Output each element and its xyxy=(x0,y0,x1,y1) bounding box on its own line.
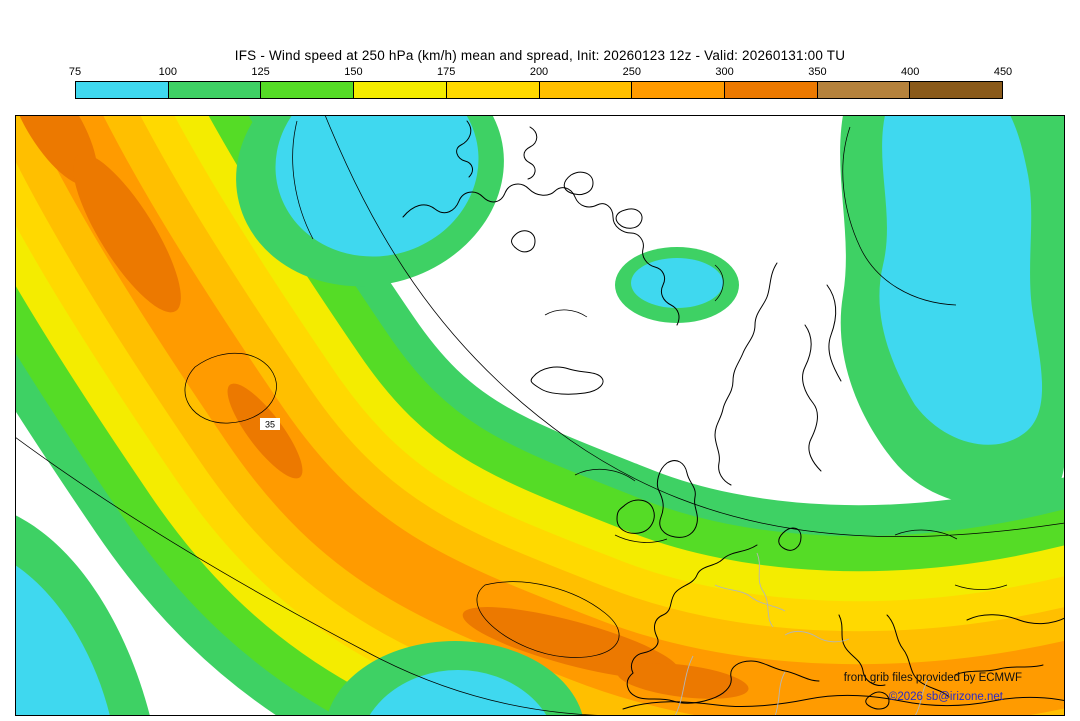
coast-norway xyxy=(714,262,778,486)
coast-denmark xyxy=(778,527,802,551)
coast-arctic-4 xyxy=(615,208,643,229)
country-borders xyxy=(674,552,930,716)
coast-arctic-1 xyxy=(456,120,473,178)
colorbar-segment-175-200 xyxy=(445,82,539,98)
light-wind-regions xyxy=(15,115,1065,716)
colorbar-tick-label: 75 xyxy=(68,66,82,78)
colorbar-gradient xyxy=(75,81,1003,99)
coast-arctic-5 xyxy=(511,230,536,253)
coast-north-africa xyxy=(622,694,1065,710)
colorbar-tick-label: 400 xyxy=(901,66,920,78)
colorbar-tick-label: 150 xyxy=(344,66,363,78)
coast-iberia-med xyxy=(626,660,820,704)
coastlines xyxy=(402,120,1065,710)
credits-source: from grib files provided by ECMWF xyxy=(844,672,1022,684)
colorbar-tick-label: 300 xyxy=(715,66,734,78)
colorbar-segment-250-300 xyxy=(631,82,724,98)
contour-label-box xyxy=(260,418,280,430)
coast-arctic-2 xyxy=(523,126,538,180)
contour-value-label: 35 xyxy=(260,418,280,430)
colorbar: 75 100 125 150 175 200 250 300 350 400 450 xyxy=(69,66,1012,99)
coast-west-europe xyxy=(630,544,758,674)
colorbar-segment-75-100 xyxy=(76,82,168,98)
coast-black-sea xyxy=(966,614,1065,625)
colorbar-segment-125-150 xyxy=(260,82,354,98)
colorbar-segment-300-350 xyxy=(723,82,817,98)
page-title: IFS - Wind speed at 250 hPa (km/h) mean … xyxy=(234,48,846,63)
colorbar-segment-400-450 xyxy=(909,82,1003,98)
coast-baltic xyxy=(802,324,822,472)
coast-turkey xyxy=(954,664,1044,676)
coast-great-britain xyxy=(656,460,698,538)
colorbar-tick-label: 350 xyxy=(808,66,827,78)
coast-arctic-3 xyxy=(563,171,594,196)
coast-sicily xyxy=(865,691,890,710)
coast-italy xyxy=(838,614,886,686)
contour-label-text: 35 xyxy=(265,420,275,430)
weather-map: 35 from grib files provided by ECMWF ©20… xyxy=(15,115,1065,716)
colorbar-tick-label: 200 xyxy=(529,66,549,78)
coast-greenland xyxy=(402,183,680,326)
weather-map-svg: 35 from grib files provided by ECMWF ©20… xyxy=(15,115,1065,716)
colorbar-tick-label: 175 xyxy=(437,66,456,78)
colorbar-segment-150-175 xyxy=(353,82,446,98)
jet-core-maxima xyxy=(15,115,749,699)
colorbar-tick-label: 100 xyxy=(158,66,177,78)
colorbar-tick-label: 450 xyxy=(993,66,1013,78)
colorbar-segment-100-125 xyxy=(167,82,261,98)
colorbar-tick-label: 250 xyxy=(622,66,641,78)
coast-balkans xyxy=(886,614,950,698)
colorbar-tick-label: 125 xyxy=(251,66,270,78)
spread-contours xyxy=(15,115,1065,716)
colorbar-segment-350-400 xyxy=(816,82,910,98)
coast-iceland xyxy=(530,366,604,395)
coast-ireland xyxy=(616,499,655,534)
coast-bothnia xyxy=(826,284,842,382)
credits-copyright: ©2026 sb@irizone.net xyxy=(889,691,1004,703)
colorbar-segment-200-250 xyxy=(538,82,632,98)
map-border xyxy=(15,115,1065,716)
colorbar-tick-labels: 75 100 125 150 175 200 250 300 350 400 450 xyxy=(69,66,1012,81)
